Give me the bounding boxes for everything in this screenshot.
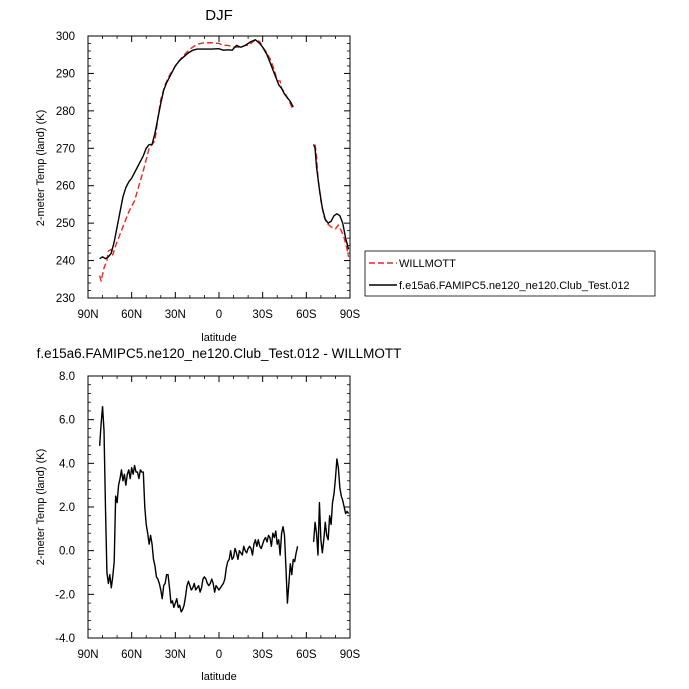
top-series-0-line-1 xyxy=(314,144,350,257)
top-y-tick-label-6: 290 xyxy=(56,68,75,80)
top-x-tick-label-2: 30N xyxy=(165,309,186,321)
bottom-y-tick-label-5: 6.0 xyxy=(59,415,75,427)
bottom-plot-frame xyxy=(87,375,351,639)
top-panel: DJF 90N 60N 30N 0 30S 60S 90S 230 240 250 260 270 28… xyxy=(35,7,361,344)
bottom-plot-area: 90N 60N 30N 0 30S 60S 90S -4.0 -2.0 0.0 2.0 4.0 6.0 8… xyxy=(55,371,360,661)
legend-label-model: f.e15a6.FAMIPC5.ne120_ne120.Club_Test.01… xyxy=(399,280,630,292)
bottom-series-0-line-0 xyxy=(98,405,299,613)
top-series-1-line-1 xyxy=(312,144,350,250)
top-y-tick-label-2: 250 xyxy=(56,218,75,230)
top-y-tick-label-1: 240 xyxy=(56,256,75,268)
bottom-panel-ylabel: 2-meter Temp (land) (K) xyxy=(35,449,47,566)
bottom-x-tick-label-3: 0 xyxy=(216,649,222,661)
legend-box xyxy=(364,250,656,297)
top-plot-area: 90N 60N 30N 0 30S 60S 90S 230 240 250 260 270 280 290… xyxy=(56,31,361,321)
bottom-y-tick-label-6: 8.0 xyxy=(59,371,75,383)
top-y-tick-label-0: 230 xyxy=(56,293,75,305)
bottom-y-tick-label-2: 0.0 xyxy=(59,546,75,558)
legend-entry-willmott: WILLMOTT xyxy=(369,258,456,270)
top-series-0-line-0 xyxy=(98,39,294,282)
bottom-panel-title: f.e15a6.FAMIPC5.ne120_ne120.Club_Test.01… xyxy=(37,346,402,361)
top-panel-title: DJF xyxy=(205,7,233,24)
top-x-tick-label-6: 90S xyxy=(340,309,361,321)
bottom-x-tick-label-1: 60N xyxy=(121,649,142,661)
bottom-y-tick-label-1: -2.0 xyxy=(55,589,75,601)
bottom-panel-xlabel: latitude xyxy=(201,671,236,683)
top-x-tick-label-4: 30S xyxy=(252,309,273,321)
top-x-tick-label-5: 60S xyxy=(296,309,317,321)
legend: WILLMOTT f.e15a6.FAMIPC5.ne120_ne120.Clu… xyxy=(364,250,656,297)
bottom-y-tick-label-0: -4.0 xyxy=(55,633,75,645)
top-x-tick-label-0: 90N xyxy=(77,309,98,321)
bottom-x-tick-label-5: 60S xyxy=(296,649,317,661)
top-x-tick-label-3: 0 xyxy=(216,309,222,321)
top-y-tick-label-4: 270 xyxy=(56,143,75,155)
top-y-tick-label-5: 280 xyxy=(56,106,75,118)
top-panel-ylabel: 2-meter Temp (land) (K) xyxy=(35,110,47,227)
top-x-tick-label-1: 60N xyxy=(121,309,142,321)
top-y-tick-label-7: 300 xyxy=(56,31,75,43)
bottom-x-tick-label-6: 90S xyxy=(340,649,361,661)
bottom-x-tick-label-2: 30N xyxy=(165,649,186,661)
top-y-tick-label-3: 260 xyxy=(56,181,75,193)
bottom-panel: f.e15a6.FAMIPC5.ne120_ne120.Club_Test.01… xyxy=(35,346,401,683)
legend-entry-model: f.e15a6.FAMIPC5.ne120_ne120.Club_Test.01… xyxy=(369,280,630,292)
top-panel-xlabel: latitude xyxy=(201,332,236,344)
bottom-y-tick-label-4: 4.0 xyxy=(59,458,75,470)
top-series-1-line-0 xyxy=(99,39,294,260)
legend-label-willmott: WILLMOTT xyxy=(399,258,456,270)
top-plot-frame xyxy=(87,35,351,299)
bottom-y-tick-label-3: 2.0 xyxy=(59,502,75,514)
bottom-series-0-line-1 xyxy=(312,458,350,556)
bottom-x-tick-label-4: 30S xyxy=(252,649,273,661)
bottom-x-tick-label-0: 90N xyxy=(77,649,98,661)
